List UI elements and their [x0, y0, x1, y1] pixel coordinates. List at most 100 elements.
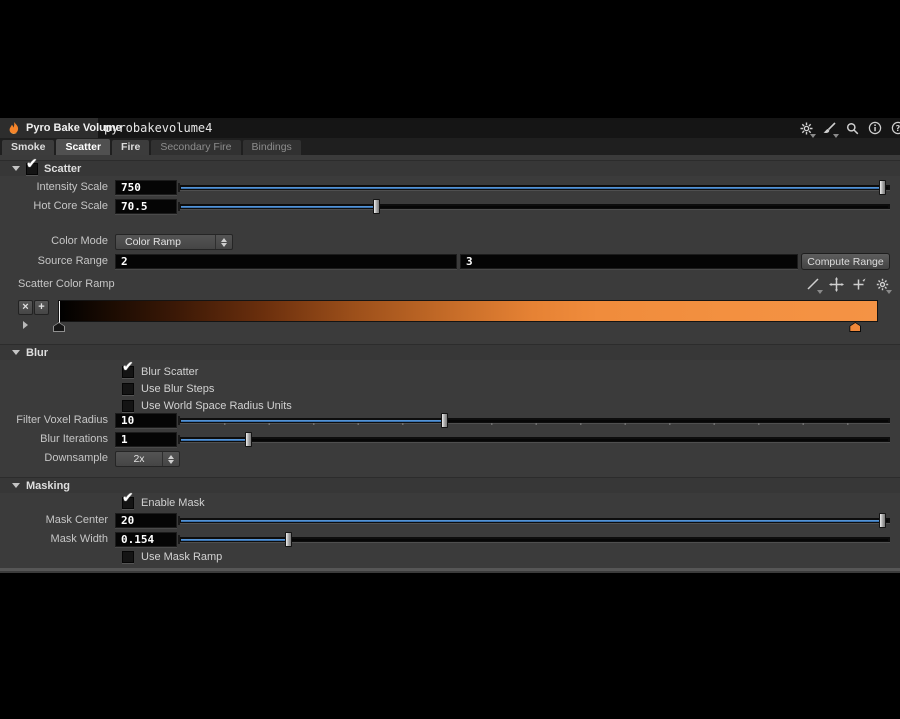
ramp-add-key-button[interactable]: +: [34, 300, 49, 315]
param-label: Hot Core Scale: [33, 200, 108, 212]
scatter-color-ramp-gradient[interactable]: [58, 300, 878, 323]
mask-width-input[interactable]: 0.154: [115, 532, 177, 547]
slider-handle[interactable]: [373, 199, 381, 214]
pyro-flame-icon: [7, 121, 21, 135]
collapse-triangle-icon[interactable]: [12, 483, 20, 488]
downsample-dropdown[interactable]: 2x: [115, 451, 180, 467]
checkbox-label: Use Mask Ramp: [141, 551, 223, 563]
ramp-expand-triangle-icon[interactable]: [23, 321, 28, 329]
mask-center-slider[interactable]: [178, 513, 890, 528]
slider-track-fill: [181, 538, 290, 541]
slider-track-rest: [181, 419, 888, 422]
param-row-source-range: Source Range 2 3 Compute Range: [0, 253, 900, 270]
mask-center-input[interactable]: 20: [115, 513, 177, 528]
dropdown-caret-icon: [817, 290, 823, 294]
section-header-masking[interactable]: Masking: [0, 477, 900, 493]
slider-track-rest: [181, 205, 888, 208]
checkbox-label: Blur Scatter: [141, 366, 199, 378]
hot-core-scale-slider[interactable]: [178, 199, 890, 214]
collapse-triangle-icon[interactable]: [12, 350, 20, 355]
param-label: Mask Width: [50, 533, 108, 545]
slider-track-fill: [181, 186, 883, 189]
param-row-hot-core-scale: Hot Core Scale 70.5: [0, 199, 900, 215]
ramp-editor-row: × +: [0, 300, 900, 334]
slider-track-fill: [181, 519, 883, 522]
ramp-menu-gear-icon[interactable]: [875, 277, 892, 294]
ramp-delete-key-button[interactable]: ×: [18, 300, 33, 315]
param-label: Downsample: [44, 452, 108, 464]
filter-voxel-radius-input[interactable]: 10: [115, 413, 177, 428]
mask-width-slider[interactable]: [178, 532, 890, 547]
tab-scatter[interactable]: Scatter: [56, 139, 111, 155]
slider-handle[interactable]: [441, 413, 448, 428]
section-header-scatter[interactable]: ✔ Scatter: [0, 156, 900, 176]
use-mask-ramp-checkbox[interactable]: ✔: [122, 551, 134, 563]
param-row-color-mode: Color Mode Color Ramp: [0, 234, 900, 250]
compute-range-button[interactable]: Compute Range: [801, 253, 890, 270]
param-row-intensity-scale: Intensity Scale 750: [0, 180, 900, 196]
slider-track-fill: [181, 419, 445, 422]
hot-core-scale-input[interactable]: 70.5: [115, 199, 177, 214]
add-key-icon[interactable]: [852, 277, 867, 292]
enable-mask-checkbox[interactable]: ✔: [122, 490, 134, 509]
ramp-label: Scatter Color Ramp: [18, 278, 115, 290]
slider-handle[interactable]: [878, 180, 886, 195]
node-name-field[interactable]: pyrobakevolume4: [104, 121, 213, 135]
panel-resize-edge[interactable]: [0, 568, 900, 571]
use-world-space-checkbox[interactable]: ✔: [122, 400, 134, 412]
param-label: Filter Voxel Radius: [16, 414, 108, 426]
dropdown-caret-icon: [833, 134, 839, 138]
checkbox-row-use-blur-steps: ✔ Use Blur Steps: [0, 382, 900, 397]
slider-track-rest: [181, 538, 888, 541]
intensity-scale-slider[interactable]: [178, 180, 890, 195]
collapse-triangle-icon[interactable]: [12, 166, 20, 171]
tab-bindings[interactable]: Bindings: [242, 140, 301, 155]
checkbox-row-enable-mask: ✔ Enable Mask: [0, 490, 900, 511]
slider-handle[interactable]: [285, 532, 293, 547]
dropdown-arrows-icon: [162, 452, 179, 466]
slider-ticks: [181, 423, 887, 425]
selected-key-indicator: [59, 301, 60, 323]
blur-iterations-input[interactable]: 1: [115, 432, 177, 447]
param-row-downsample: Downsample 2x: [0, 451, 900, 467]
source-range-max-input[interactable]: 3: [460, 254, 798, 269]
blur-scatter-checkbox[interactable]: ✔: [122, 359, 134, 378]
ramp-key-end[interactable]: [849, 322, 862, 332]
search-icon[interactable]: [844, 120, 860, 136]
filter-voxel-radius-slider[interactable]: [178, 413, 890, 428]
tab-fire[interactable]: Fire: [112, 140, 150, 155]
tab-secondary-fire[interactable]: Secondary Fire: [151, 140, 241, 155]
param-label: Blur Iterations: [40, 433, 108, 445]
ramp-interpolation-icon[interactable]: [806, 277, 823, 294]
move-keys-icon[interactable]: [829, 277, 844, 292]
dropdown-value: 2x: [133, 453, 145, 465]
slider-handle[interactable]: [245, 432, 253, 447]
help-icon[interactable]: ?: [890, 120, 900, 136]
intensity-scale-input[interactable]: 750: [115, 180, 177, 195]
section-header-blur[interactable]: Blur: [0, 344, 900, 360]
scatter-enable-checkbox[interactable]: ✔: [26, 156, 38, 175]
gear-sparkle-icon[interactable]: [798, 120, 816, 138]
info-icon[interactable]: [867, 120, 883, 136]
ramp-key-start[interactable]: [53, 322, 65, 332]
tab-smoke[interactable]: Smoke: [2, 140, 55, 155]
source-range-min-input[interactable]: 2: [115, 254, 457, 269]
section-title: Scatter: [44, 162, 82, 175]
checkbox-row-blur-scatter: ✔ Blur Scatter: [0, 359, 900, 380]
slider-endcap: [178, 535, 180, 544]
checkbox-label: Enable Mask: [141, 497, 205, 509]
param-row-mask-center: Mask Center 20: [0, 513, 900, 529]
blur-iterations-slider[interactable]: [178, 432, 890, 447]
titlebar-icons: ?: [798, 118, 900, 138]
brush-icon[interactable]: [821, 120, 839, 138]
use-blur-steps-checkbox[interactable]: ✔: [122, 383, 134, 395]
param-label: Mask Center: [45, 514, 108, 526]
param-row-blur-iterations: Blur Iterations 1: [0, 432, 900, 448]
section-title: Masking: [26, 479, 71, 492]
ramp-toolbar: [806, 277, 892, 294]
node-type-area: Pyro Bake Volume: [0, 118, 122, 138]
ramp-header-row: Scatter Color Ramp: [0, 277, 900, 294]
color-mode-dropdown[interactable]: Color Ramp: [115, 234, 233, 250]
checkbox-row-use-mask-ramp: ✔ Use Mask Ramp: [0, 550, 900, 565]
slider-handle[interactable]: [878, 513, 886, 528]
